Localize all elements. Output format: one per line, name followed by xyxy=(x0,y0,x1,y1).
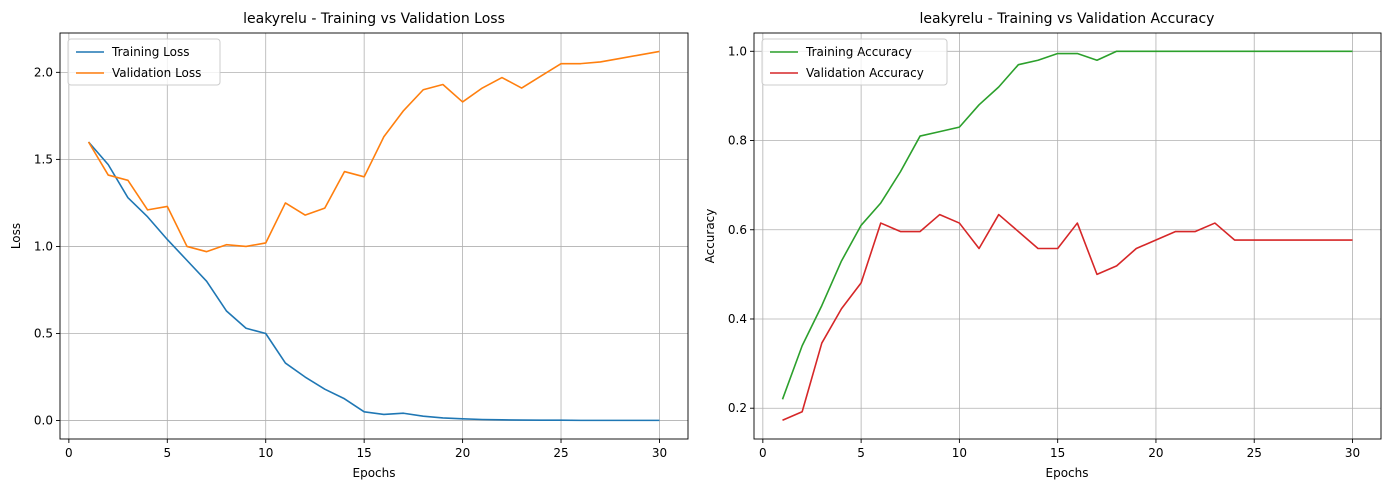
accuracy-y-tick-label: 1.0 xyxy=(728,44,747,58)
loss-legend-box xyxy=(67,38,221,86)
loss-chart: leakyrelu - Training vs Validation Loss … xyxy=(9,11,689,480)
accuracy-y-tick-label: 0.8 xyxy=(728,134,747,148)
loss-x-tick-label: 15 xyxy=(357,446,372,460)
loss-y-tick-label: 2.0 xyxy=(34,65,53,79)
accuracy-x-tick-label: 0 xyxy=(759,446,767,460)
accuracy-x-axis-label: Epochs xyxy=(1046,466,1089,480)
accuracy-x-tick-label: 5 xyxy=(857,446,865,460)
accuracy-x-tick-label: 30 xyxy=(1345,446,1360,460)
accuracy-plot-frame xyxy=(753,32,1382,440)
loss-x-tick-label: 20 xyxy=(455,446,470,460)
loss-series-line-training-loss xyxy=(87,141,660,422)
accuracy-y-tick-label: 0.6 xyxy=(728,223,747,237)
accuracy-y-axis-label: Accuracy xyxy=(703,209,717,264)
loss-y-tick-label: 1.5 xyxy=(34,152,53,166)
accuracy-chart: leakyrelu - Training vs Validation Accur… xyxy=(703,11,1382,480)
accuracy-legend: Training Accuracy Validation Accuracy xyxy=(761,38,948,86)
loss-legend-label: Validation Loss xyxy=(112,66,201,80)
accuracy-chart-title: leakyrelu - Training vs Validation Accur… xyxy=(920,11,1215,27)
accuracy-x-tick-label: 25 xyxy=(1247,446,1262,460)
accuracy-legend-label: Validation Accuracy xyxy=(806,66,924,80)
accuracy-legend-box xyxy=(761,38,948,86)
loss-legend: Training Loss Validation Loss xyxy=(67,38,221,86)
loss-x-tick-label: 25 xyxy=(553,446,568,460)
loss-x-tick-label: 10 xyxy=(258,446,273,460)
loss-series-line-validation-loss xyxy=(87,50,660,253)
accuracy-x-tick-label: 10 xyxy=(952,446,967,460)
loss-y-tick-label: 0.0 xyxy=(34,414,53,428)
loss-y-tick-label: 0.5 xyxy=(34,326,53,340)
accuracy-series-line-validation-accuracy xyxy=(782,213,1353,421)
accuracy-legend-label: Training Accuracy xyxy=(805,45,912,59)
loss-x-tick-label: 30 xyxy=(652,446,667,460)
accuracy-x-tick-label: 15 xyxy=(1050,446,1065,460)
loss-plot-frame xyxy=(59,32,689,440)
accuracy-y-tick-label: 0.2 xyxy=(728,401,747,415)
loss-x-axis-label: Epochs xyxy=(353,466,396,480)
loss-legend-label: Training Loss xyxy=(111,45,189,59)
loss-x-tick-label: 5 xyxy=(163,446,171,460)
accuracy-y-tick-label: 0.4 xyxy=(728,312,747,326)
loss-x-tick-label: 0 xyxy=(65,446,73,460)
accuracy-x-tick-label: 20 xyxy=(1148,446,1163,460)
accuracy-series-line-training-accuracy xyxy=(781,50,1353,400)
loss-chart-title: leakyrelu - Training vs Validation Loss xyxy=(243,11,505,27)
loss-y-tick-label: 1.0 xyxy=(34,239,53,253)
loss-y-axis-label: Loss xyxy=(9,223,23,249)
